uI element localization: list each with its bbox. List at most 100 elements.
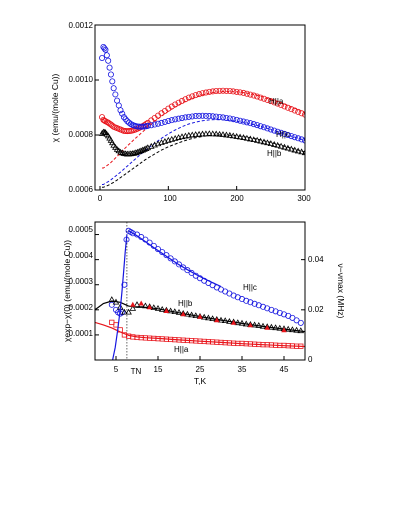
bottom-nu-line-max-3 bbox=[112, 234, 128, 360]
top-plot-area bbox=[98, 44, 305, 188]
bottom-point-h-b-1-0 bbox=[108, 296, 116, 302]
bottom-point-h-c-0-40 bbox=[259, 303, 266, 310]
bottom-point-h-b-1-16 bbox=[175, 308, 183, 315]
top-point-h-c-32 bbox=[260, 124, 267, 131]
bottom-point-h-b-1-45 bbox=[297, 327, 305, 334]
bottom-point-h-c-0-42 bbox=[268, 306, 275, 313]
top-point-h-b-mid-37 bbox=[298, 148, 305, 155]
top-point-h-c-28 bbox=[233, 116, 240, 123]
top-point-h-b-mid-34 bbox=[277, 142, 285, 149]
bottom-point-h-b-1-31 bbox=[238, 319, 246, 326]
top-point-h-c-21 bbox=[185, 113, 192, 120]
bottom-point-h-b-1-8 bbox=[142, 302, 149, 309]
top-y-tick-0006: 0.0006 bbox=[69, 185, 94, 194]
top-point-h-a-mid-21 bbox=[189, 93, 196, 100]
top-point-h-b-7 bbox=[117, 148, 124, 155]
top-point-h-c-mid-26 bbox=[223, 114, 230, 121]
bottom-fit-line-h-a-2 bbox=[95, 321, 305, 348]
bottom-y-tick-00004: 0.0004 bbox=[69, 251, 94, 260]
top-point-h-c-4 bbox=[107, 71, 114, 78]
top-point-h-a-mid-29 bbox=[243, 90, 250, 97]
top-point-h-a-29 bbox=[240, 89, 247, 96]
top-point-h-c-0 bbox=[99, 55, 106, 62]
bottom-point-h-b-1-14 bbox=[167, 307, 174, 314]
bottom-point-red-dots-4-1 bbox=[138, 300, 144, 306]
top-point-h-b-22 bbox=[192, 131, 199, 137]
top-point-h-c-mid-28 bbox=[237, 117, 244, 124]
top-point-h-a-mid-35 bbox=[284, 104, 291, 111]
bottom-y2-tick-002: 0.02 bbox=[308, 305, 324, 314]
top-x-tick-200: 200 bbox=[230, 194, 244, 203]
top-point-h-b-21 bbox=[185, 131, 193, 138]
bottom-point-h-c-0-16 bbox=[159, 249, 166, 256]
top-point-h-c-23 bbox=[199, 112, 206, 119]
top-point-h-a-33 bbox=[267, 98, 274, 105]
top-point-h-b-mid-30 bbox=[250, 136, 258, 143]
bottom-point-red-dots-4-10 bbox=[281, 327, 287, 333]
bottom-point-h-b-1-36 bbox=[259, 322, 267, 329]
top-point-h-c-mid-24 bbox=[209, 113, 216, 120]
bottom-point-h-b-1-10 bbox=[150, 304, 158, 311]
top-point-h-a-18 bbox=[165, 105, 172, 112]
bottom-point-h-b-1-28 bbox=[226, 317, 233, 324]
bottom-point-h-b-1-32 bbox=[242, 320, 250, 327]
top-x-tick-0: 0 bbox=[98, 194, 103, 203]
top-point-h-c-20 bbox=[178, 114, 185, 121]
top-point-h-c-31 bbox=[254, 122, 261, 129]
bottom-point-h-b-1-38 bbox=[268, 323, 275, 330]
bottom-panel-ticks: 5 15 25 35 45 TN 0.0001 0.0002 0.0003 0.… bbox=[69, 225, 325, 376]
top-y-tick-0010: 0.0010 bbox=[69, 75, 94, 84]
top-point-h-b-27 bbox=[226, 131, 234, 138]
top-point-h-c-7 bbox=[117, 107, 124, 114]
bottom-annotation-h-c: H||c bbox=[243, 283, 257, 292]
top-point-h-c-mid-27 bbox=[230, 116, 237, 123]
top-annotation-h-a: H||a bbox=[269, 97, 284, 106]
bottom-plot-area bbox=[95, 222, 305, 360]
top-point-h-b-35 bbox=[281, 143, 288, 150]
top-x-tick-300: 300 bbox=[297, 194, 311, 203]
top-point-h-b-23 bbox=[199, 130, 206, 137]
top-point-h-a-28 bbox=[233, 88, 240, 95]
top-point-h-a-21 bbox=[185, 94, 192, 101]
top-point-h-a-mid-36 bbox=[291, 107, 298, 114]
bottom-panel-series bbox=[95, 222, 305, 360]
top-point-h-c-8 bbox=[120, 114, 127, 121]
bottom-point-red-dots-4-9 bbox=[264, 324, 270, 330]
bottom-annotation-h-b: H||b bbox=[178, 299, 193, 308]
bottom-point-h-b-1-20 bbox=[192, 312, 200, 319]
top-point-h-a-mid-24 bbox=[209, 88, 216, 95]
top-point-h-a-36 bbox=[288, 106, 295, 113]
bottom-point-h-c-0-22 bbox=[184, 267, 191, 274]
bottom-point-h-c-0-49 bbox=[297, 319, 304, 326]
top-point-h-c-mid-17 bbox=[161, 118, 168, 125]
bottom-point-h-c-0-12 bbox=[142, 236, 149, 243]
top-point-h-a-22 bbox=[192, 92, 199, 99]
top-point-h-c-mid-35 bbox=[284, 131, 291, 138]
bottom-point-h-b-1-34 bbox=[251, 321, 258, 328]
top-point-h-a-mid-33 bbox=[271, 99, 278, 106]
top-point-h-c-mid-2 bbox=[103, 52, 110, 59]
bottom-y2-tick-0: 0 bbox=[308, 355, 313, 364]
top-point-h-c-mid-33 bbox=[271, 127, 278, 134]
bottom-annotation-h-a: H||a bbox=[174, 345, 189, 354]
top-point-h-b-mid-24 bbox=[209, 130, 217, 137]
bottom-point-red-dots-4-8 bbox=[247, 322, 254, 328]
bottom-point-h-b-1-5 bbox=[129, 304, 137, 311]
bottom-point-h-b-1-1 bbox=[112, 298, 120, 305]
top-point-h-a-23 bbox=[199, 90, 206, 97]
bottom-point-h-c-0-23 bbox=[188, 269, 195, 276]
top-point-h-c-mid-29 bbox=[243, 119, 250, 126]
top-point-h-c-mid-7 bbox=[119, 110, 126, 117]
bottom-point-h-b-1-15 bbox=[171, 308, 179, 315]
top-point-h-c-mid-1 bbox=[101, 45, 108, 52]
top-point-h-c-18 bbox=[165, 117, 172, 124]
top-point-h-c-mid-3 bbox=[106, 64, 113, 71]
bottom-point-h-b-1-27 bbox=[221, 317, 229, 324]
top-point-h-b-mid-32 bbox=[264, 139, 271, 146]
top-point-h-a-mid-30 bbox=[250, 92, 257, 99]
top-point-h-c-24 bbox=[206, 113, 213, 120]
bottom-point-h-c-0-20 bbox=[175, 261, 182, 268]
top-point-h-c-36 bbox=[288, 133, 295, 140]
top-point-h-c-5 bbox=[110, 85, 117, 92]
top-point-h-c-mid-15 bbox=[148, 122, 155, 129]
